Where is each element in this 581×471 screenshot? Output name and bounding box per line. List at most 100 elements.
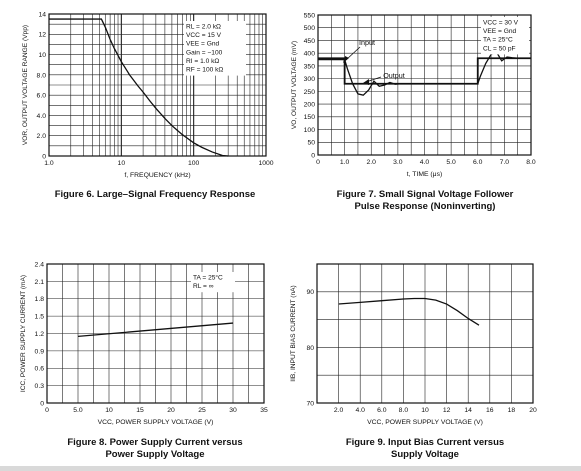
figure-7-caption-line-2: Pulse Response (Noninverting) xyxy=(354,201,496,212)
fig6-x-tick-label: 100 xyxy=(188,160,200,167)
page-bottom-rule xyxy=(0,466,581,471)
fig6-annotation-line: RF = 100 kΩ xyxy=(186,67,223,74)
fig9-y-tick-label: 80 xyxy=(306,345,314,352)
fig6-series-line-1 xyxy=(49,18,229,157)
fig7-x-tick-label: 2.0 xyxy=(367,159,377,166)
fig8-x-tick-label: 15 xyxy=(136,407,144,414)
fig6-annotation-bg xyxy=(184,21,246,76)
fig9-plot-frame xyxy=(316,263,534,404)
fig8-y-tick-label: 1.2 xyxy=(35,331,45,338)
fig7-x-tick-label: 7.0 xyxy=(500,159,510,166)
figure-9-caption: Figure 9. Input Bias Current versus Supp… xyxy=(300,437,550,461)
fig9-x-axis-label: VCC, POWER SUPPLY VOLTAGE (V) xyxy=(367,419,483,426)
fig9-y-tick-label: 70 xyxy=(306,400,314,407)
fig6-x-tick-label: 1.0 xyxy=(44,160,54,167)
fig7-y-tick-label: 300 xyxy=(304,76,316,83)
fig9-x-tick-label: 16 xyxy=(486,407,494,414)
fig9-x-tick-label: 12 xyxy=(443,407,451,414)
fig7-x-tick-label: 4.0 xyxy=(420,159,430,166)
fig6-y-axis-label: VOR, OUTPUT VOLTAGE RANGE (Vpp) xyxy=(22,25,29,145)
fig8-x-tick-label: 25 xyxy=(198,407,206,414)
fig7-annotation-line: VCC = 30 V xyxy=(483,20,519,27)
fig7-annotation-line: VEE = Gnd xyxy=(483,28,517,35)
fig8-plot-frame xyxy=(46,263,265,404)
fig8-y-tick-label: 0.6 xyxy=(35,366,45,373)
fig7-series-label-input: Input xyxy=(359,38,375,47)
fig8-y-tick-label: 0 xyxy=(40,400,44,407)
figure-6-caption: Figure 6. Large–Signal Frequency Respons… xyxy=(54,189,256,200)
figure-7-caption-line-1: Figure 7. Small Signal Voltage Follower xyxy=(336,189,514,200)
fig6-y-tick-label: 14 xyxy=(38,11,46,18)
figure-8-caption-line-2: Power Supply Voltage xyxy=(105,449,205,460)
fig7-y-tick-label: 350 xyxy=(304,63,316,70)
fig7-x-axis-label: t, TIME (μs) xyxy=(407,171,443,178)
fig7-x-tick-label: 1.0 xyxy=(340,159,350,166)
figure-9-caption-line-2: Supply Voltage xyxy=(391,449,459,460)
fig7-x-tick-label: 0 xyxy=(316,159,320,166)
fig6-x-tick-label: 1000 xyxy=(258,160,273,167)
fig7-x-tick-label: 3.0 xyxy=(393,159,403,166)
fig8-y-tick-label: 0.9 xyxy=(35,348,45,355)
fig7-x-tick-label: 6.0 xyxy=(473,159,483,166)
fig8-x-axis-label: VCC, POWER SUPPLY VOLTAGE (V) xyxy=(98,419,214,426)
fig7-y-tick-label: 400 xyxy=(304,51,316,58)
fig7-x-tick-label: 5.0 xyxy=(446,159,456,166)
fig8-series-line-1 xyxy=(77,322,234,338)
fig7-y-tick-label: 150 xyxy=(304,114,316,121)
fig7-y-tick-label: 100 xyxy=(304,127,316,134)
fig8-y-tick-label: 1.8 xyxy=(35,296,45,303)
fig6-y-tick-label: 4.0 xyxy=(37,113,47,120)
fig6-y-tick-label: 8.0 xyxy=(37,72,47,79)
fig7-y-tick-label: 0 xyxy=(311,152,315,159)
fig7-y-tick-label: 450 xyxy=(304,38,316,45)
fig7-arrowhead-input xyxy=(343,56,349,63)
fig7-y-tick-label: 500 xyxy=(304,25,316,32)
fig6-annotation-line: Gain = −100 xyxy=(186,49,223,56)
fig6-y-tick-label: 6.0 xyxy=(37,93,47,100)
fig9-series-line-1 xyxy=(338,297,480,326)
fig8-x-tick-label: 5.0 xyxy=(73,407,83,414)
fig6-annotation-line: RI = 1.0 kΩ xyxy=(186,58,219,65)
fig6-y-tick-label: 0 xyxy=(42,153,46,160)
fig6-y-tick-label: 12 xyxy=(38,32,46,39)
fig8-annotation-line: TA = 25°C xyxy=(193,274,223,282)
fig8-x-tick-label: 30 xyxy=(229,407,237,414)
figure-9-caption-line-1: Figure 9. Input Bias Current versus xyxy=(345,437,505,448)
figure-8-caption: Figure 8. Power Supply Current versus Po… xyxy=(30,437,280,461)
fig9-x-tick-label: 14 xyxy=(464,407,472,414)
figure-7-caption: Figure 7. Small Signal Voltage Follower … xyxy=(300,189,550,213)
fig6-y-tick-label: 2.0 xyxy=(37,133,47,140)
fig7-y-tick-label: 50 xyxy=(307,140,315,147)
fig7-plot-frame xyxy=(317,14,532,156)
fig8-x-tick-label: 0 xyxy=(45,407,49,414)
fig6-y-tick-label: 10 xyxy=(38,52,46,59)
fig7-annotation-line: CL = 50 pF xyxy=(483,45,516,52)
fig7-annotation-line: TA = 25°C xyxy=(483,36,513,44)
fig7-series-label-output: Output xyxy=(383,71,405,80)
fig9-y-tick-label: 90 xyxy=(306,289,314,296)
fig9-x-tick-label: 2.0 xyxy=(334,407,344,414)
fig7-arrow-input xyxy=(345,46,361,61)
fig6-annotation-line: VCC = 15 V xyxy=(186,32,222,39)
fig7-arrow-output xyxy=(365,76,382,83)
fig7-y-axis-label: VO, OUTPUT VOLTAGE (mV) xyxy=(291,41,298,129)
fig8-annotation-bg xyxy=(191,272,235,293)
fig8-y-tick-label: 2.4 xyxy=(35,261,45,268)
fig7-y-tick-label: 200 xyxy=(304,101,316,108)
fig7-series-line-1 xyxy=(318,57,531,85)
fig8-y-tick-label: 0.3 xyxy=(35,383,45,390)
fig9-x-tick-label: 18 xyxy=(508,407,516,414)
fig8-x-tick-label: 20 xyxy=(167,407,175,414)
fig9-x-tick-label: 10 xyxy=(421,407,429,414)
fig7-y-tick-label: 250 xyxy=(304,89,316,96)
fig9-x-tick-label: 8.0 xyxy=(399,407,409,414)
fig7-series-line-2 xyxy=(318,51,531,96)
fig8-annotation-line: RL = ∞ xyxy=(193,283,214,290)
figure-8-caption-line-1: Figure 8. Power Supply Current versus xyxy=(67,437,243,448)
fig8-y-axis-label: ICC, POWER SUPPLY CURRENT (mA) xyxy=(20,275,27,392)
fig8-x-tick-label: 10 xyxy=(105,407,113,414)
fig6-x-axis-label: f, FREQUENCY (kHz) xyxy=(124,172,190,179)
fig6-x-tick-label: 10 xyxy=(118,160,126,167)
fig8-y-tick-label: 1.5 xyxy=(35,314,45,321)
